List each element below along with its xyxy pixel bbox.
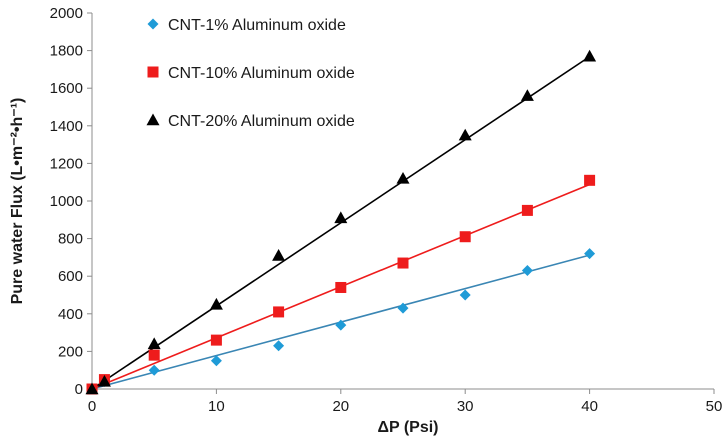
data-point-series-1 — [335, 281, 347, 293]
data-point-series-0 — [210, 355, 222, 367]
legend: CNT-1% Aluminum oxide CNT-10% Aluminum ox… — [146, 17, 355, 130]
y-tick-label: 1800 — [50, 43, 83, 60]
y-axis-ticks: 0 200 400 600 800 1000 1200 1400 1600 1800 2000 — [50, 5, 92, 398]
data-point-series-1 — [273, 306, 285, 318]
legend-marker-0 — [147, 18, 159, 30]
x-tick-label: 0 — [88, 398, 96, 415]
data-point-series-1 — [210, 334, 222, 346]
data-point-series-0 — [459, 289, 471, 301]
legend-label-1: CNT-10% Aluminum oxide — [168, 65, 355, 82]
y-tick-label: 2000 — [50, 5, 83, 22]
data-point-series-2 — [147, 337, 161, 350]
y-tick-label: 0 — [75, 381, 83, 398]
data-point-series-0 — [521, 265, 533, 277]
x-tick-label: 20 — [332, 398, 349, 415]
data-point-series-0 — [335, 319, 347, 331]
y-tick-label: 1000 — [50, 193, 83, 210]
data-point-series-1 — [521, 204, 533, 216]
data-point-series-2 — [85, 382, 99, 395]
data-point-series-1 — [459, 231, 471, 243]
data-point-series-2 — [396, 171, 410, 184]
y-axis-title: Pure water Flux (L•m⁻²•h⁻¹) — [9, 98, 26, 305]
x-tick-label: 30 — [457, 398, 474, 415]
legend-label-0: CNT-1% Aluminum oxide — [168, 17, 346, 34]
data-point-series-0 — [273, 340, 285, 352]
y-tick-label: 200 — [58, 343, 83, 360]
y-tick-label: 1200 — [50, 155, 83, 172]
data-point-series-0 — [584, 248, 596, 260]
legend-label-2: CNT-20% Aluminum oxide — [168, 113, 355, 130]
data-point-series-2 — [272, 249, 286, 261]
data-point-series-2 — [97, 374, 111, 387]
y-tick-label: 1600 — [50, 80, 83, 97]
data-point-series-2 — [458, 128, 472, 141]
data-point-series-1 — [148, 349, 160, 361]
x-tick-label: 10 — [208, 398, 225, 415]
data-point-series-1 — [584, 174, 596, 186]
legend-marker-2 — [146, 113, 160, 126]
y-tick-label: 400 — [58, 306, 83, 323]
y-tick-label: 1400 — [50, 118, 83, 135]
x-axis-title: ΔP (Psi) — [378, 419, 439, 436]
data-point-series-2 — [334, 211, 348, 224]
data-point-series-2 — [583, 49, 597, 62]
data-point-series-2 — [520, 89, 534, 101]
data-point-series-2 — [209, 297, 223, 310]
y-tick-label: 800 — [58, 231, 83, 248]
data-points — [85, 49, 597, 395]
x-tick-label: 40 — [581, 398, 598, 415]
legend-marker-1 — [147, 66, 159, 78]
x-tick-label: 50 — [706, 398, 723, 415]
x-axis-ticks: 0 10 20 30 40 50 — [88, 389, 723, 415]
data-point-series-1 — [397, 257, 409, 269]
data-point-series-0 — [397, 302, 409, 314]
data-point-series-0 — [148, 364, 160, 376]
y-tick-label: 600 — [58, 268, 83, 285]
